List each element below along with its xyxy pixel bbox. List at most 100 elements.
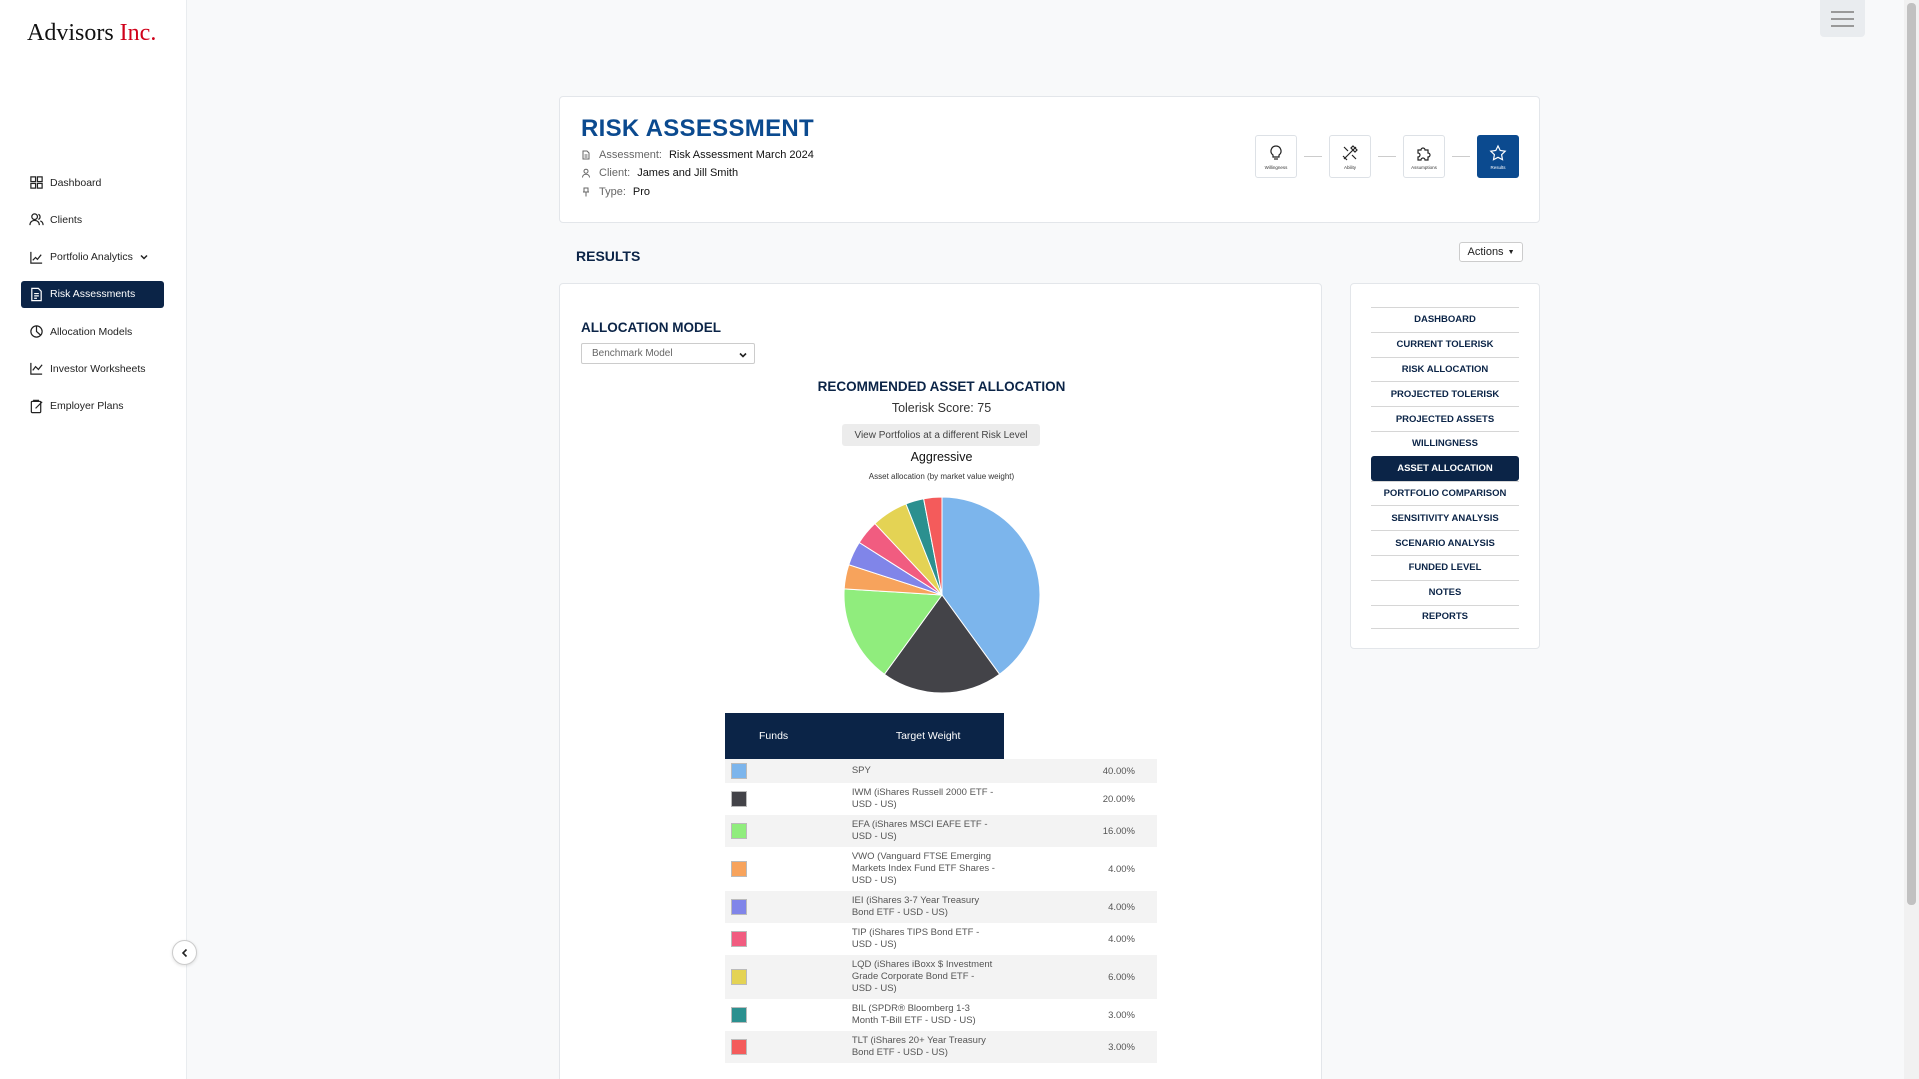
fund-color-swatch [731,899,747,915]
view-portfolios-button[interactable]: View Portfolios at a different Risk Leve… [842,424,1040,446]
fund-row: TLT (iShares 20+ Year Treasury Bond ETF … [725,1031,1157,1063]
menu-toggle-button[interactable] [1820,0,1865,37]
analytics-icon [30,251,43,264]
actions-label: Actions [1467,246,1504,258]
actions-dropdown-button[interactable]: Actions ▼ [1459,242,1523,262]
assessment-meta: Assessment: Risk Assessment March 2024 [581,149,814,161]
fund-color-swatch [731,969,747,985]
results-nav-item-asset-allocation[interactable]: ASSET ALLOCATION [1371,455,1519,481]
sidebar-item-allocation-models[interactable]: Allocation Models [21,318,164,345]
chevron-down-icon [140,255,148,260]
clipboard-icon [30,399,43,413]
sidebar-nav: Dashboard Clients Portfolio Analytics Ri… [21,169,164,430]
page-scrollbar[interactable] [1904,0,1919,1079]
fund-weight: 40.00% [1004,759,1157,783]
fund-color-swatch [731,1039,747,1055]
results-nav-item-funded-level[interactable]: FUNDED LEVEL [1371,554,1519,580]
pie-slice[interactable] [883,594,1001,694]
puzzle-icon [1417,146,1431,161]
sidebar-item-risk-assessments[interactable]: Risk Assessments [21,280,164,308]
results-nav-item-projected-assets[interactable]: PROJECTED ASSETS [1371,406,1519,431]
pie-slice[interactable] [843,588,943,675]
step-label: Ability [1343,164,1356,170]
assessment-label: Assessment: [599,149,662,161]
chevron-down-icon [739,352,747,358]
allocation-pie-chart [843,496,1041,694]
results-nav-item-scenario-analysis[interactable]: SCENARIO ANALYSIS [1371,530,1519,555]
sidebar-item-label: Dashboard [50,176,102,189]
sidebar-collapse-button[interactable] [172,940,197,965]
client-meta: Client: James and Jill Smith [581,167,738,179]
fund-swatch-cell [725,783,852,815]
fund-weight: 4.00% [1004,891,1157,923]
fund-row: VWO (Vanguard FTSE Emerging Markets Inde… [725,847,1157,891]
fund-row: TIP (iShares TIPS Bond ETF - USD - US) 4.… [725,923,1157,955]
selected-model: Benchmark Model [592,348,673,359]
fund-swatch-cell [725,759,852,783]
sidebar-item-label: Clients [50,213,83,226]
fund-name: EFA (iShares MSCI EAFE ETF - USD - US) [851,815,1005,847]
results-nav-item-risk-allocation[interactable]: RISK ALLOCATION [1371,356,1519,382]
sidebar-item-label: Portfolio Analytics [50,251,133,264]
scrollbar-thumb[interactable] [1907,3,1916,905]
star-icon [1489,144,1507,161]
fund-swatch-cell [725,847,852,891]
step-assumptions[interactable]: Assumptions [1403,135,1445,178]
step-label: Assumptions [1411,164,1437,170]
type-value: Pro [632,186,651,198]
results-nav-item-portfolio-comparison[interactable]: PORTFOLIO COMPARISON [1371,480,1519,506]
pie-slice[interactable] [941,496,1041,675]
step-results[interactable]: Results [1477,135,1519,178]
fund-color-swatch [731,931,747,947]
fund-swatch-cell [725,1031,852,1063]
client-value: James and Jill Smith [637,167,739,179]
file-icon [582,150,590,160]
target-weight-header: Target Weight [851,713,1005,759]
funds-table-header: Funds Target Weight [725,713,1157,759]
fund-name: IEI (iShares 3-7 Year Treasury Bond ETF … [851,891,1005,923]
sidebar-item-dashboard[interactable]: Dashboard [21,169,164,196]
results-nav-item-current-tolerisk[interactable]: CURRENT TOLERISK [1371,331,1519,357]
step-label: Willingness [1264,164,1288,170]
fund-name: BIL (SPDR® Bloomberg 1-3 Month T-Bill ET… [851,1003,976,1026]
recommended-allocation-title: RECOMMENDED ASSET ALLOCATION [817,379,1066,394]
fund-color-swatch [731,823,747,839]
results-nav-item-notes[interactable]: NOTES [1371,579,1519,605]
results-nav-item-sensitivity-analysis[interactable]: SENSITIVITY ANALYSIS [1371,505,1519,530]
sidebar-item-clients[interactable]: Clients [21,206,164,233]
results-nav: DASHBOARD CURRENT TOLERISK RISK ALLOCATION… [1371,307,1519,630]
results-nav-item-dashboard[interactable]: DASHBOARD [1371,307,1519,332]
fund-row: IWM (iShares Russell 2000 ETF - USD - US… [725,783,1157,815]
results-nav-item-projected-tolerisk[interactable]: PROJECTED TOLERISK [1371,381,1519,406]
assessment-steps: Willingness Ability Assumptions Results [1255,135,1519,178]
allocation-model-select[interactable]: Benchmark Model [581,343,755,364]
step-connector [1371,156,1403,157]
logo-main: Advisors [27,20,114,46]
sidebar-item-investor-worksheets[interactable]: Investor Worksheets [21,355,164,382]
fund-swatch-cell [725,891,852,923]
fund-name: VWO (Vanguard FTSE Emerging Markets Inde… [851,851,995,886]
fund-swatch-cell [725,815,852,847]
app-logo[interactable]: Advisors Inc. [27,20,156,47]
allocation-model-title: ALLOCATION MODEL [581,320,721,335]
type-label: Type: [599,186,626,198]
fund-swatch-cell [725,923,852,955]
chevron-left-icon [181,948,187,957]
menu-icon-bar [1831,24,1854,27]
step-ability[interactable]: Ability [1329,135,1371,178]
fund-row: BIL (SPDR® Bloomberg 1-3 Month T-Bill ET… [725,999,1157,1031]
fund-row: IEI (iShares 3-7 Year Treasury Bond ETF … [725,891,1157,923]
sidebar-item-employer-plans[interactable]: Employer Plans [21,393,164,420]
results-nav-item-willingness[interactable]: WILLINGNESS [1371,430,1519,456]
step-willingness[interactable]: Willingness [1255,135,1297,178]
logo-accent: Inc. [119,20,157,46]
sidebar-item-portfolio-analytics[interactable]: Portfolio Analytics [21,244,164,271]
menu-icon-bar [1831,10,1854,13]
pie-icon [30,325,43,338]
menu-icon-bar [1831,17,1854,20]
client-label: Client: [599,167,631,179]
results-nav-item-reports[interactable]: REPORTS [1371,604,1519,630]
sidebar-item-label: Allocation Models [50,325,133,338]
fund-name: TLT (iShares 20+ Year Treasury Bond ETF … [851,1031,1005,1063]
pie-slice[interactable] [923,496,943,596]
